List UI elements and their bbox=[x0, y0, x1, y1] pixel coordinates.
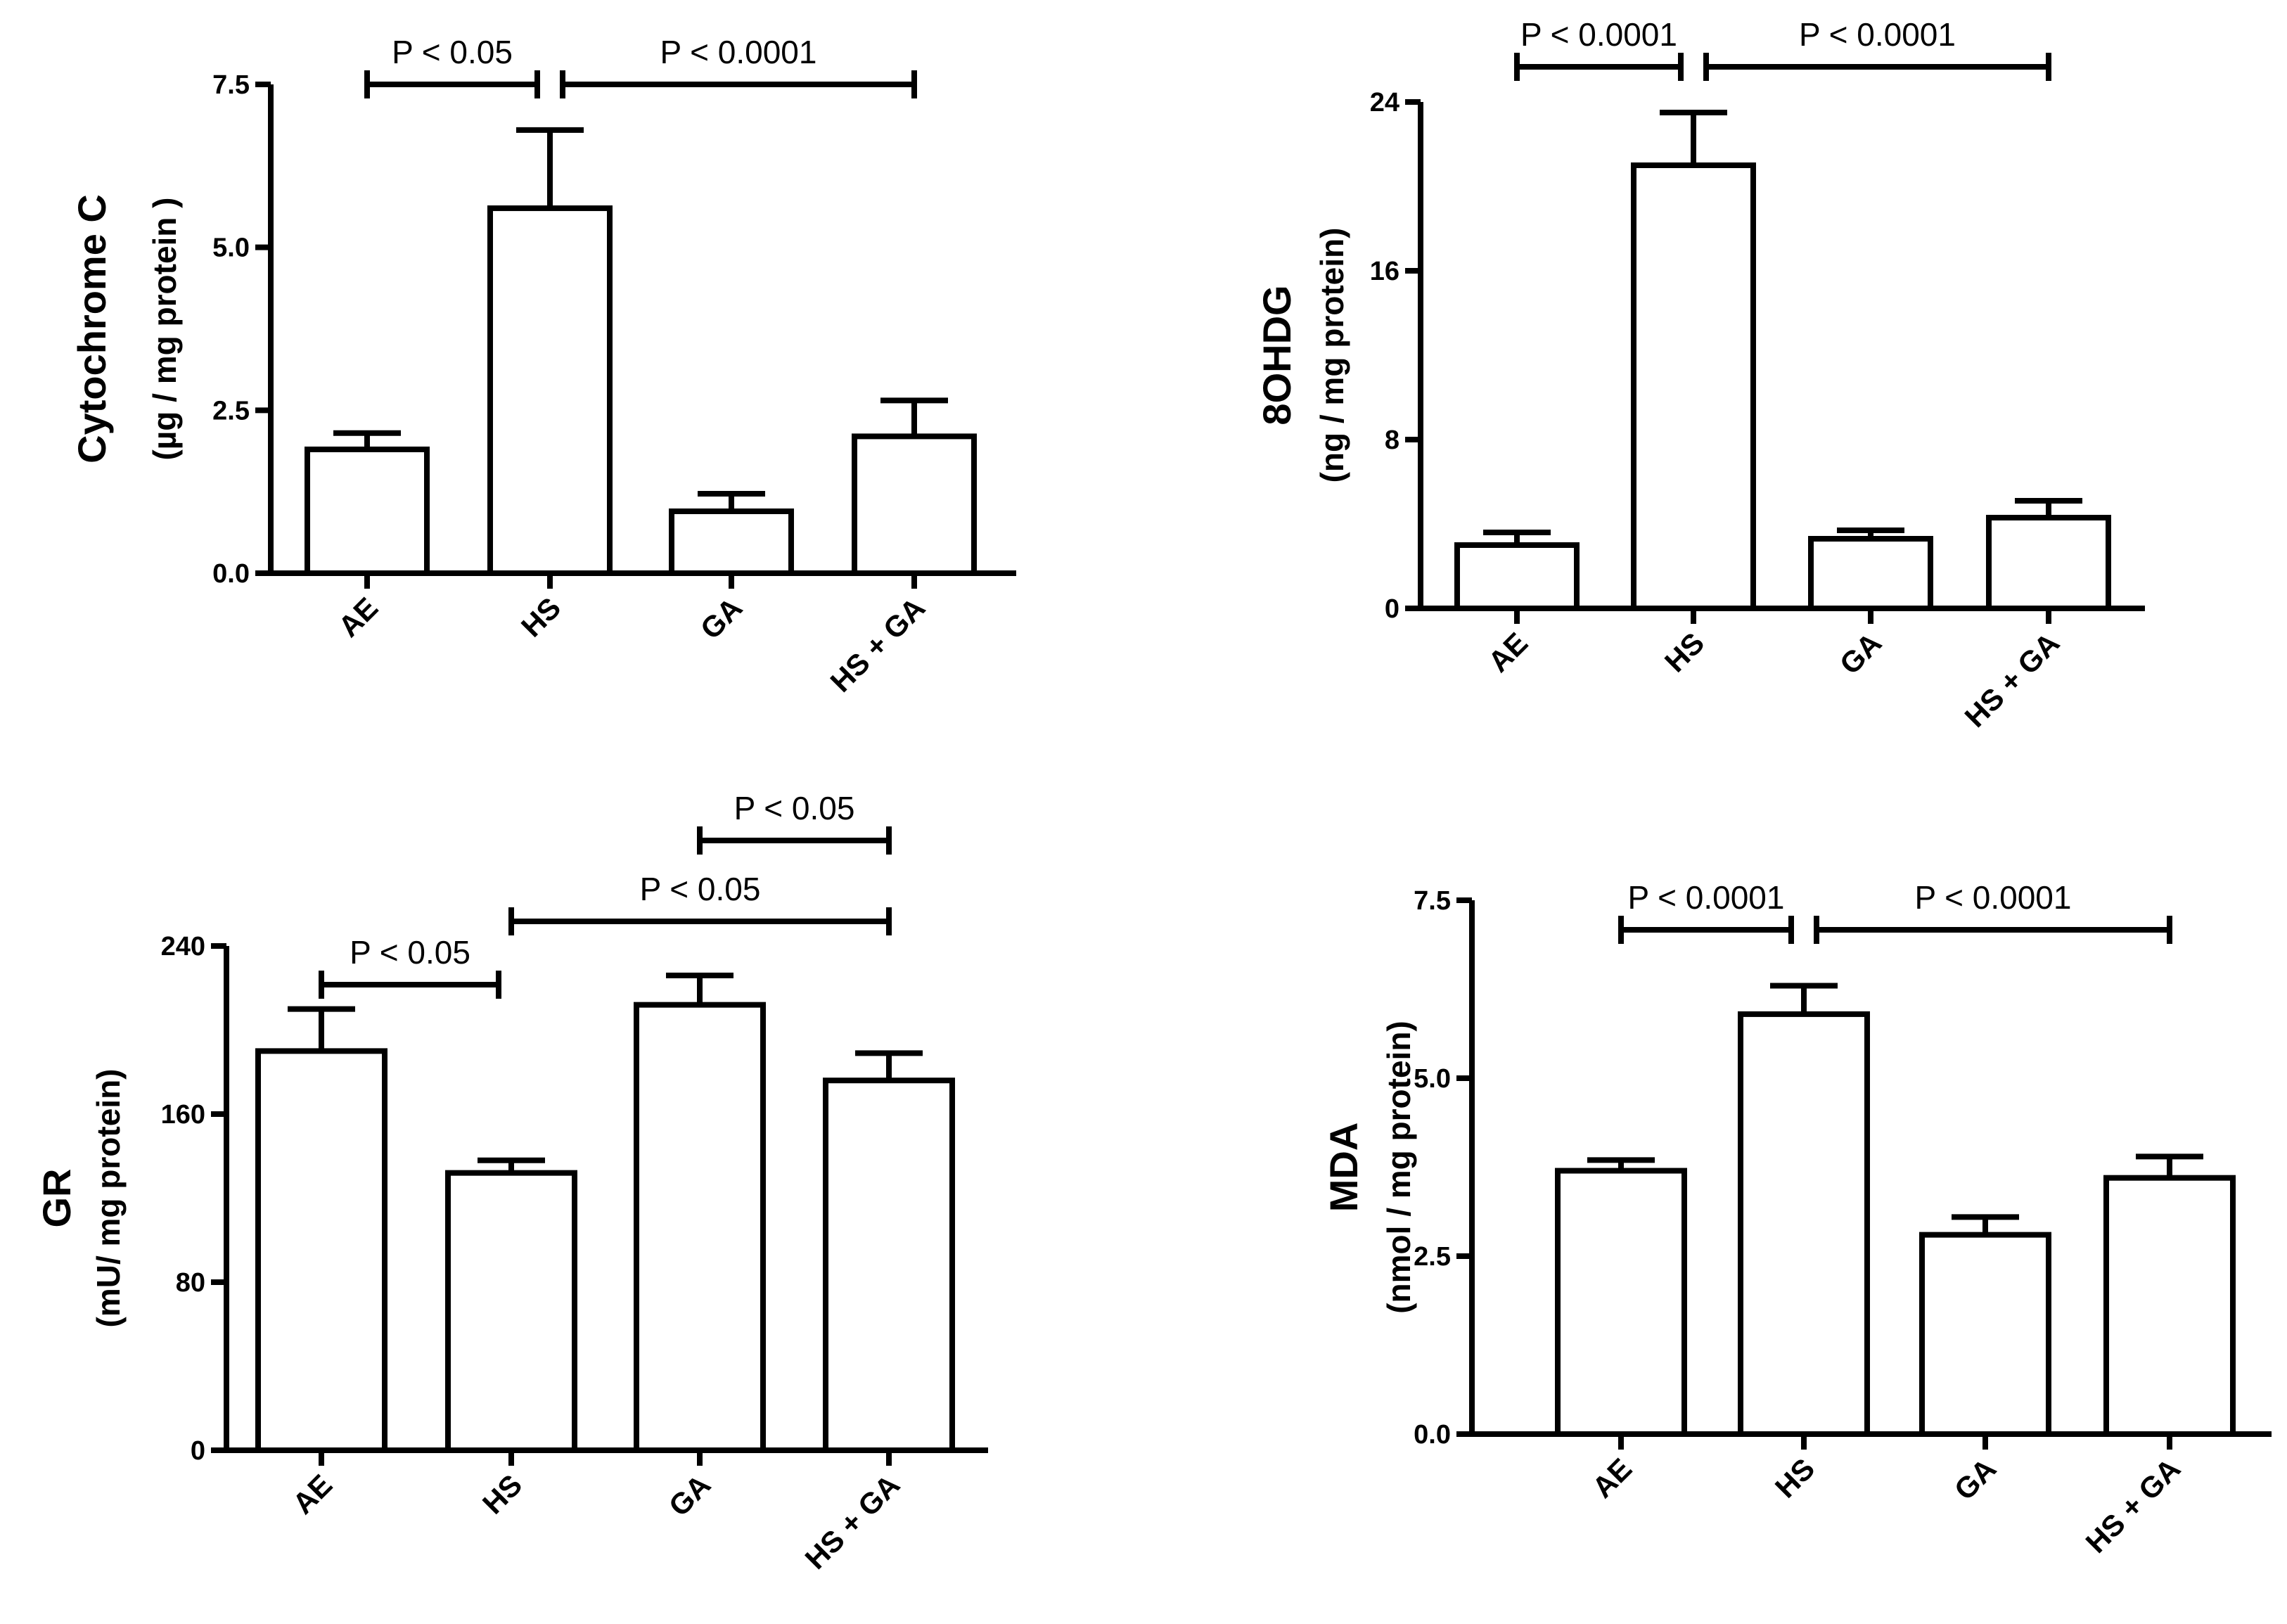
y-tick-label: 24 bbox=[1370, 88, 1399, 117]
bar bbox=[305, 446, 430, 577]
bar bbox=[487, 205, 613, 577]
bar bbox=[445, 1170, 577, 1454]
y-axis-title: MDA bbox=[1321, 1123, 1366, 1213]
x-category-label: HS bbox=[515, 591, 568, 644]
y-axis-unit: (mU/ mg protein) bbox=[90, 1069, 127, 1328]
significance-label: P < 0.05 bbox=[640, 871, 761, 907]
y-tick-label: 240 bbox=[161, 932, 205, 961]
significance-label: P < 0.0001 bbox=[660, 34, 817, 70]
y-tick-label: 0 bbox=[191, 1436, 205, 1466]
chart-panel-ohdg: 0 8 16 24 AE HS GA HS + GA P < 0.0001 P < 0.0001 8… bbox=[1255, 16, 2145, 734]
bar bbox=[634, 1002, 766, 1453]
x-category-label: HS bbox=[1658, 626, 1711, 679]
y-tick-label: 2.5 bbox=[212, 396, 250, 426]
chart-panel-cytochrome: 0.0 2.5 5.0 7.5 AE HS GA HS + GA P < 0.05 P < 0.0… bbox=[70, 34, 1016, 698]
significance-label: P < 0.0001 bbox=[1915, 879, 2072, 916]
x-category-label: HS bbox=[476, 1468, 529, 1521]
y-tick-label: 16 bbox=[1370, 257, 1399, 286]
y-tick-label: 5.0 bbox=[1414, 1064, 1451, 1094]
y-tick-label: 7.5 bbox=[212, 70, 250, 100]
x-category-label: AE bbox=[286, 1468, 339, 1521]
x-category-label: GA bbox=[662, 1468, 717, 1523]
y-axis-title: 8OHDG bbox=[1255, 285, 1299, 425]
x-category-label: HS + GA bbox=[1958, 626, 2065, 734]
chart-panel-gr: 0 80 160 240 AE HS GA HS + GA P < 0.05 P < 0.05 P … bbox=[34, 790, 988, 1575]
bar bbox=[1986, 515, 2111, 611]
bar bbox=[1631, 162, 1756, 611]
y-axis-unit: (µg / mg protein ) bbox=[146, 197, 183, 460]
bar bbox=[1808, 536, 1933, 611]
bar bbox=[1738, 1011, 1870, 1438]
y-tick-label: 2.5 bbox=[1414, 1242, 1451, 1272]
bar bbox=[2103, 1175, 2236, 1438]
x-category-label: AE bbox=[1482, 626, 1535, 679]
significance-label: P < 0.05 bbox=[392, 34, 513, 70]
y-tick-label: 160 bbox=[161, 1100, 205, 1130]
x-category-label: GA bbox=[694, 591, 749, 646]
significance-label: P < 0.0001 bbox=[1520, 16, 1677, 53]
x-category-label: GA bbox=[1833, 626, 1888, 681]
bar bbox=[255, 1048, 387, 1453]
y-tick-label: 8 bbox=[1385, 426, 1399, 455]
y-axis-unit: (ng / mg protein) bbox=[1314, 228, 1350, 483]
significance-label: P < 0.05 bbox=[734, 790, 855, 826]
bar bbox=[1919, 1232, 2051, 1437]
x-category-label: HS + GA bbox=[2079, 1452, 2186, 1559]
bar bbox=[852, 433, 977, 577]
x-category-label: HS + GA bbox=[824, 591, 931, 698]
y-axis-title: GR bbox=[34, 1169, 79, 1228]
y-tick-label: 0.0 bbox=[212, 559, 250, 589]
x-category-label: HS + GA bbox=[798, 1468, 906, 1575]
y-tick-label: 80 bbox=[176, 1268, 205, 1298]
significance-label: P < 0.05 bbox=[350, 934, 470, 971]
y-axis-title: Cytochrome C bbox=[70, 194, 114, 463]
y-tick-label: 0.0 bbox=[1414, 1420, 1451, 1450]
chart-panel-mda: 0.0 2.5 5.0 7.5 AE HS GA HS + GA P < 0.0001 P < 0… bbox=[1321, 879, 2272, 1559]
bar bbox=[823, 1078, 955, 1453]
bar bbox=[669, 508, 794, 577]
bar bbox=[1555, 1168, 1687, 1438]
x-category-label: GA bbox=[1948, 1452, 2003, 1507]
y-tick-label: 7.5 bbox=[1414, 886, 1451, 916]
x-category-label: AE bbox=[332, 591, 385, 644]
significance-label: P < 0.0001 bbox=[1628, 879, 1785, 916]
x-category-label: AE bbox=[1586, 1452, 1639, 1504]
y-tick-label: 0 bbox=[1385, 594, 1399, 624]
significance-label: P < 0.0001 bbox=[1799, 16, 1956, 53]
y-tick-label: 5.0 bbox=[212, 234, 250, 263]
x-category-label: HS bbox=[1769, 1452, 1821, 1504]
bar bbox=[1454, 542, 1580, 611]
y-axis-unit: (nmol / mg protein) bbox=[1380, 1021, 1417, 1314]
